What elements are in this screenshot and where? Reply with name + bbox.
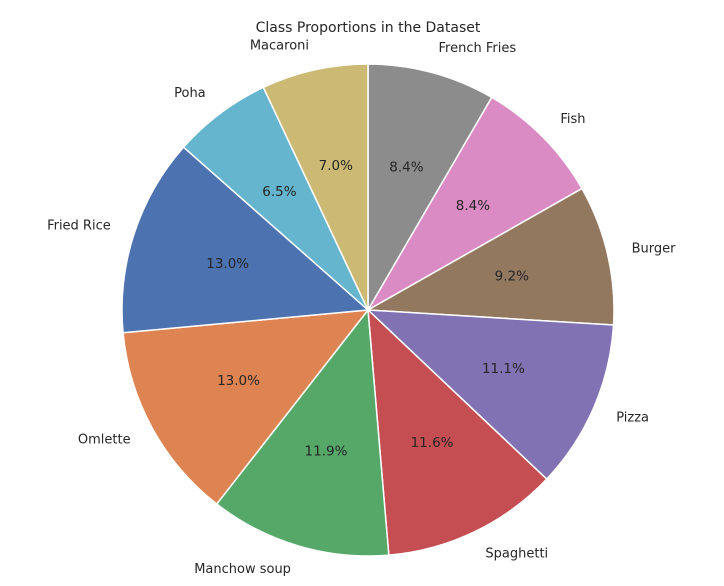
- category-label-pizza: Pizza: [616, 410, 649, 425]
- pie-slice-spaghetti: [367, 309, 548, 556]
- pct-label-macaroni: 7.0%: [319, 158, 353, 174]
- pct-label-poha: 6.5%: [262, 184, 296, 200]
- pie-slice-manchow-soup: [215, 309, 390, 557]
- pct-label-omlette: 13.0%: [217, 373, 260, 389]
- pie-slice-macaroni: [262, 63, 369, 311]
- pct-label-spaghetti: 11.6%: [411, 435, 454, 451]
- pie-slice-omlette: [122, 309, 369, 505]
- category-labels: French Fries Fish Burger Pizza Spaghetti Manc…: [47, 38, 676, 576]
- category-label-macaroni: Macaroni: [250, 38, 309, 53]
- category-label-french-fries: French Fries: [439, 41, 517, 56]
- category-label-omlette: Omlette: [78, 432, 131, 447]
- pie-slices: [121, 63, 615, 557]
- pie-slice-burger: [367, 187, 615, 326]
- pie-slice-fish: [367, 96, 583, 311]
- category-label-burger: Burger: [632, 241, 677, 256]
- pct-label-fried-rice: 13.0%: [206, 256, 249, 272]
- pie-slice-french-fries: [367, 63, 493, 311]
- category-label-spaghetti: Spaghetti: [485, 546, 548, 561]
- pct-label-fish: 8.4%: [456, 198, 490, 214]
- pct-label-french-fries: 8.4%: [389, 159, 423, 175]
- percentage-labels: 8.4% 8.4% 9.2% 11.1% 11.6% 11.9% 13.0% 13.0% 6.5…: [206, 158, 529, 460]
- pct-label-burger: 9.2%: [495, 269, 529, 285]
- category-label-manchow-soup: Manchow soup: [194, 562, 291, 577]
- category-label-poha: Poha: [174, 86, 206, 101]
- pct-label-manchow-soup: 11.9%: [305, 443, 348, 459]
- pct-label-pizza: 11.1%: [482, 361, 525, 377]
- pie-slice-pizza: [367, 309, 615, 480]
- chart-title: Class Proportions in the Dataset: [256, 20, 481, 36]
- pie-slice-fried-rice: [121, 146, 369, 334]
- category-label-fried-rice: Fried Rice: [47, 219, 111, 234]
- category-label-fish: Fish: [560, 112, 585, 127]
